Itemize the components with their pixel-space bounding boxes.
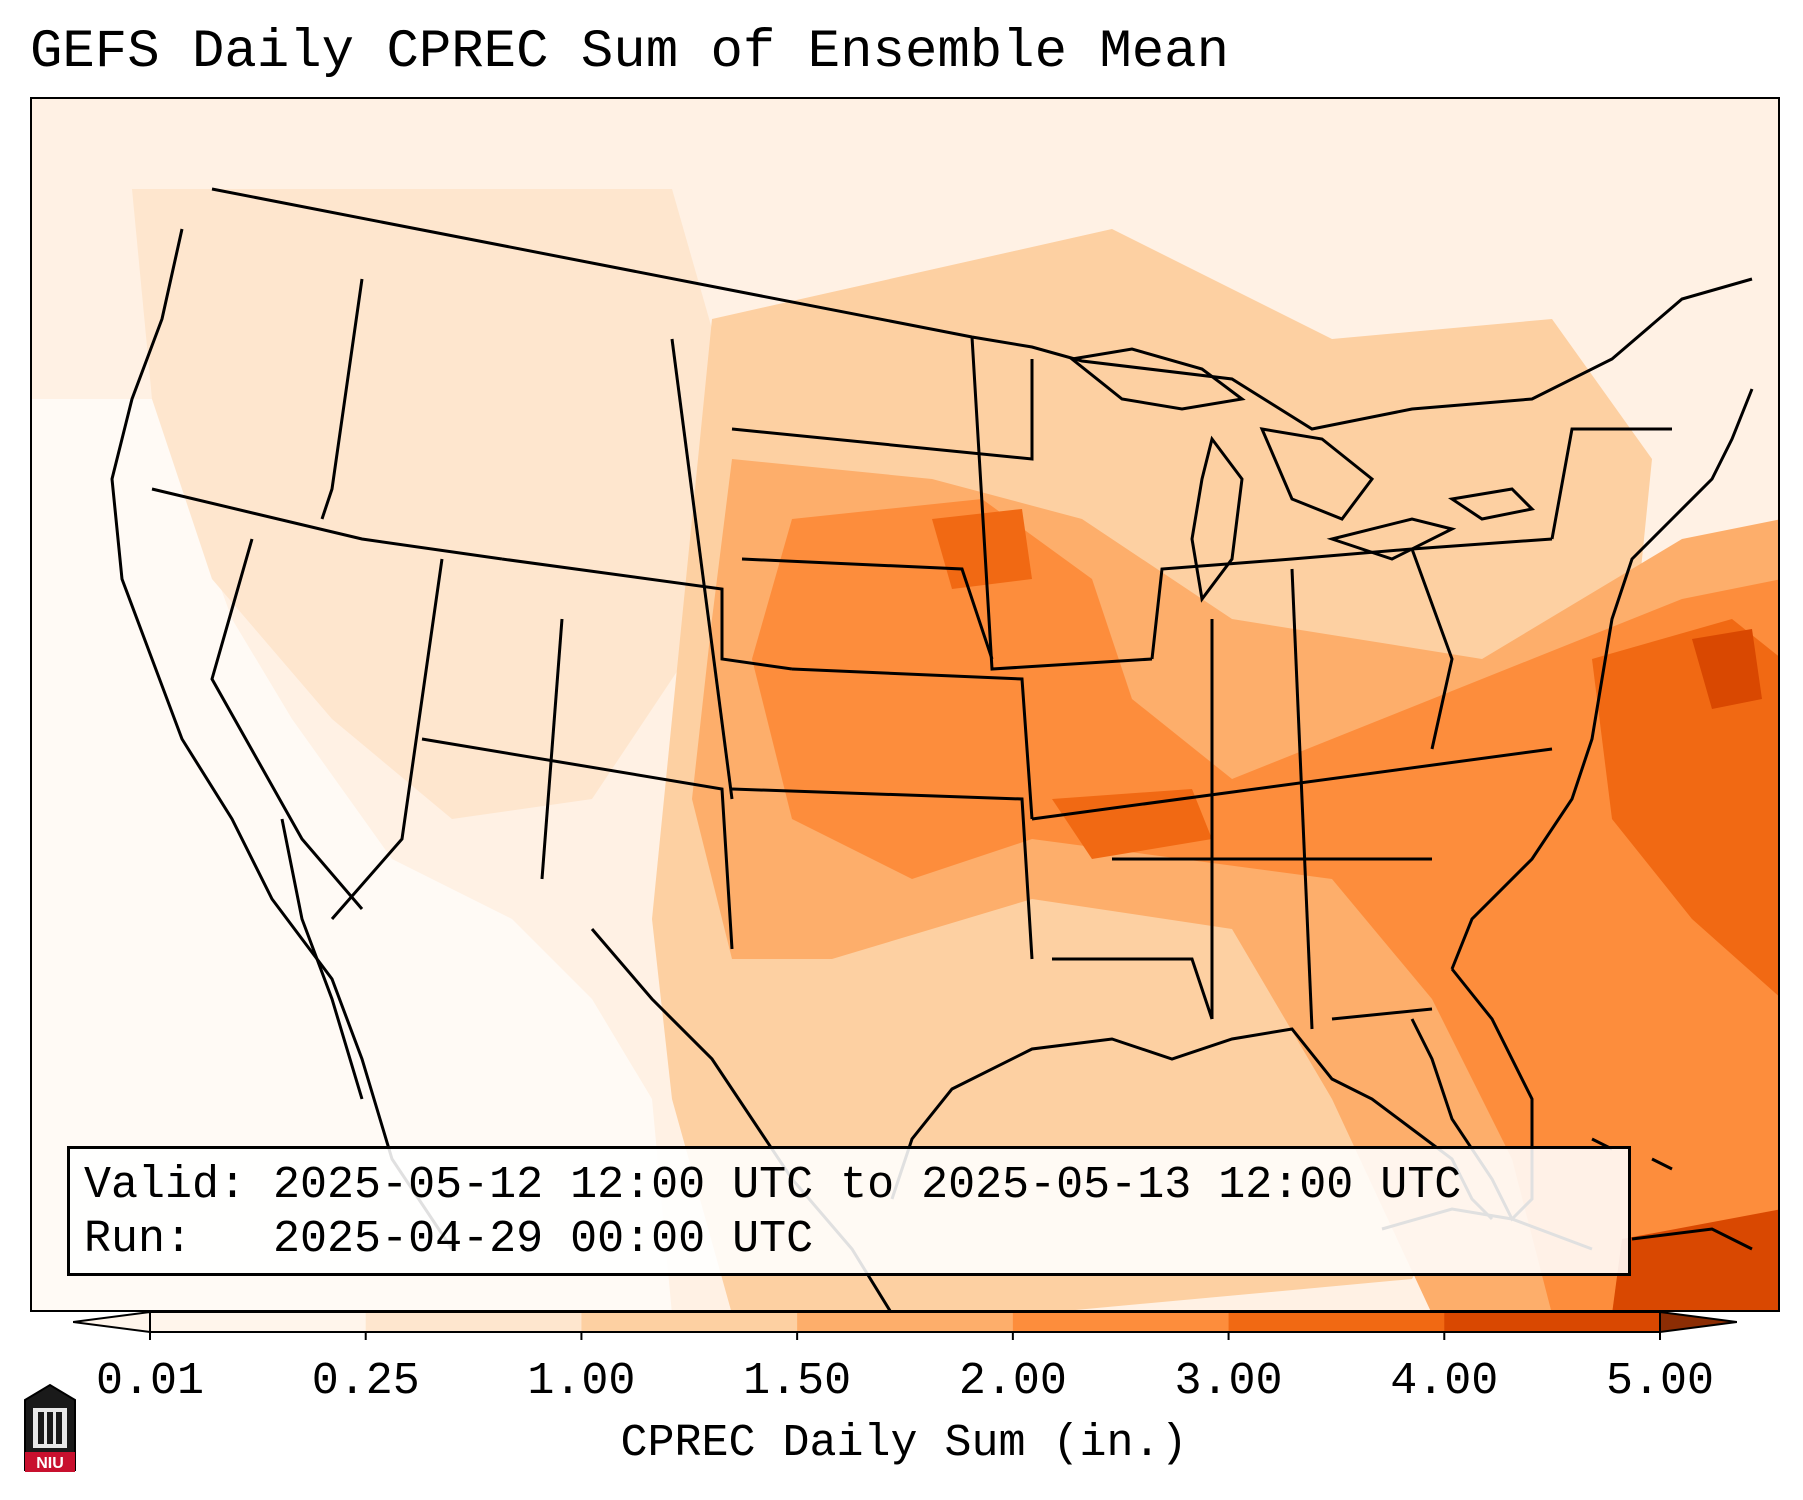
intense-precip-region — [1592, 619, 1778, 996]
colorbar-segment — [365, 1312, 582, 1332]
valid-label: Valid: — [84, 1160, 247, 1211]
colorbar-outline — [149, 1311, 1661, 1333]
colorbar-tick-label: 0.01 — [95, 1356, 205, 1407]
valid-value: 2025-05-12 12:00 UTC to 2025-05-13 12:00… — [273, 1160, 1462, 1211]
colorbar-tick-label: 5.00 — [1605, 1356, 1715, 1407]
colorbar — [73, 1310, 1737, 1340]
valid-line: Valid: 2025-05-12 12:00 UTC to 2025-05-1… — [84, 1159, 1614, 1213]
map-canvas — [32, 99, 1778, 1310]
precipitation-map — [30, 97, 1780, 1312]
light-precip-region — [132, 189, 732, 819]
map-title: GEFS Daily CPREC Sum of Ensemble Mean — [30, 22, 1229, 83]
colorbar-label: CPREC Daily Sum (in.) — [620, 1418, 1188, 1469]
very-heavy-precip-region — [752, 499, 1778, 1310]
colorbar-tick-label: 3.00 — [1174, 1356, 1283, 1407]
colorbar-segment — [581, 1312, 798, 1332]
great-lakes — [1068, 347, 1536, 603]
colorbar-tick-label: 1.00 — [527, 1356, 636, 1407]
colorbar-extend-max — [1659, 1310, 1737, 1334]
colorbar-segment — [150, 1312, 367, 1332]
run-value: 2025-04-29 00:00 UTC — [273, 1214, 814, 1265]
dry-region — [32, 399, 672, 1310]
niu-logo: NIU — [24, 1383, 76, 1472]
colorbar-segment — [1444, 1312, 1661, 1332]
colorbar-tick-label: 4.00 — [1390, 1356, 1499, 1407]
run-label: Run: — [84, 1214, 193, 1265]
colorbar-tick-label: 1.50 — [743, 1356, 852, 1407]
boundaries — [110, 187, 1754, 1310]
colorbar-extend-min — [73, 1310, 151, 1334]
run-line: Run: 2025-04-29 00:00 UTC — [84, 1213, 1614, 1267]
colorbar-segment — [1012, 1312, 1230, 1332]
colorbar-tick-label: 2.00 — [958, 1356, 1067, 1407]
run-info-box: Valid: 2025-05-12 12:00 UTC to 2025-05-1… — [67, 1146, 1631, 1276]
colorbar-segment — [797, 1312, 1014, 1332]
logo-text: NIU — [36, 1455, 64, 1472]
colorbar-segment — [1228, 1312, 1445, 1332]
colorbar-tick-label: 0.25 — [311, 1356, 420, 1407]
